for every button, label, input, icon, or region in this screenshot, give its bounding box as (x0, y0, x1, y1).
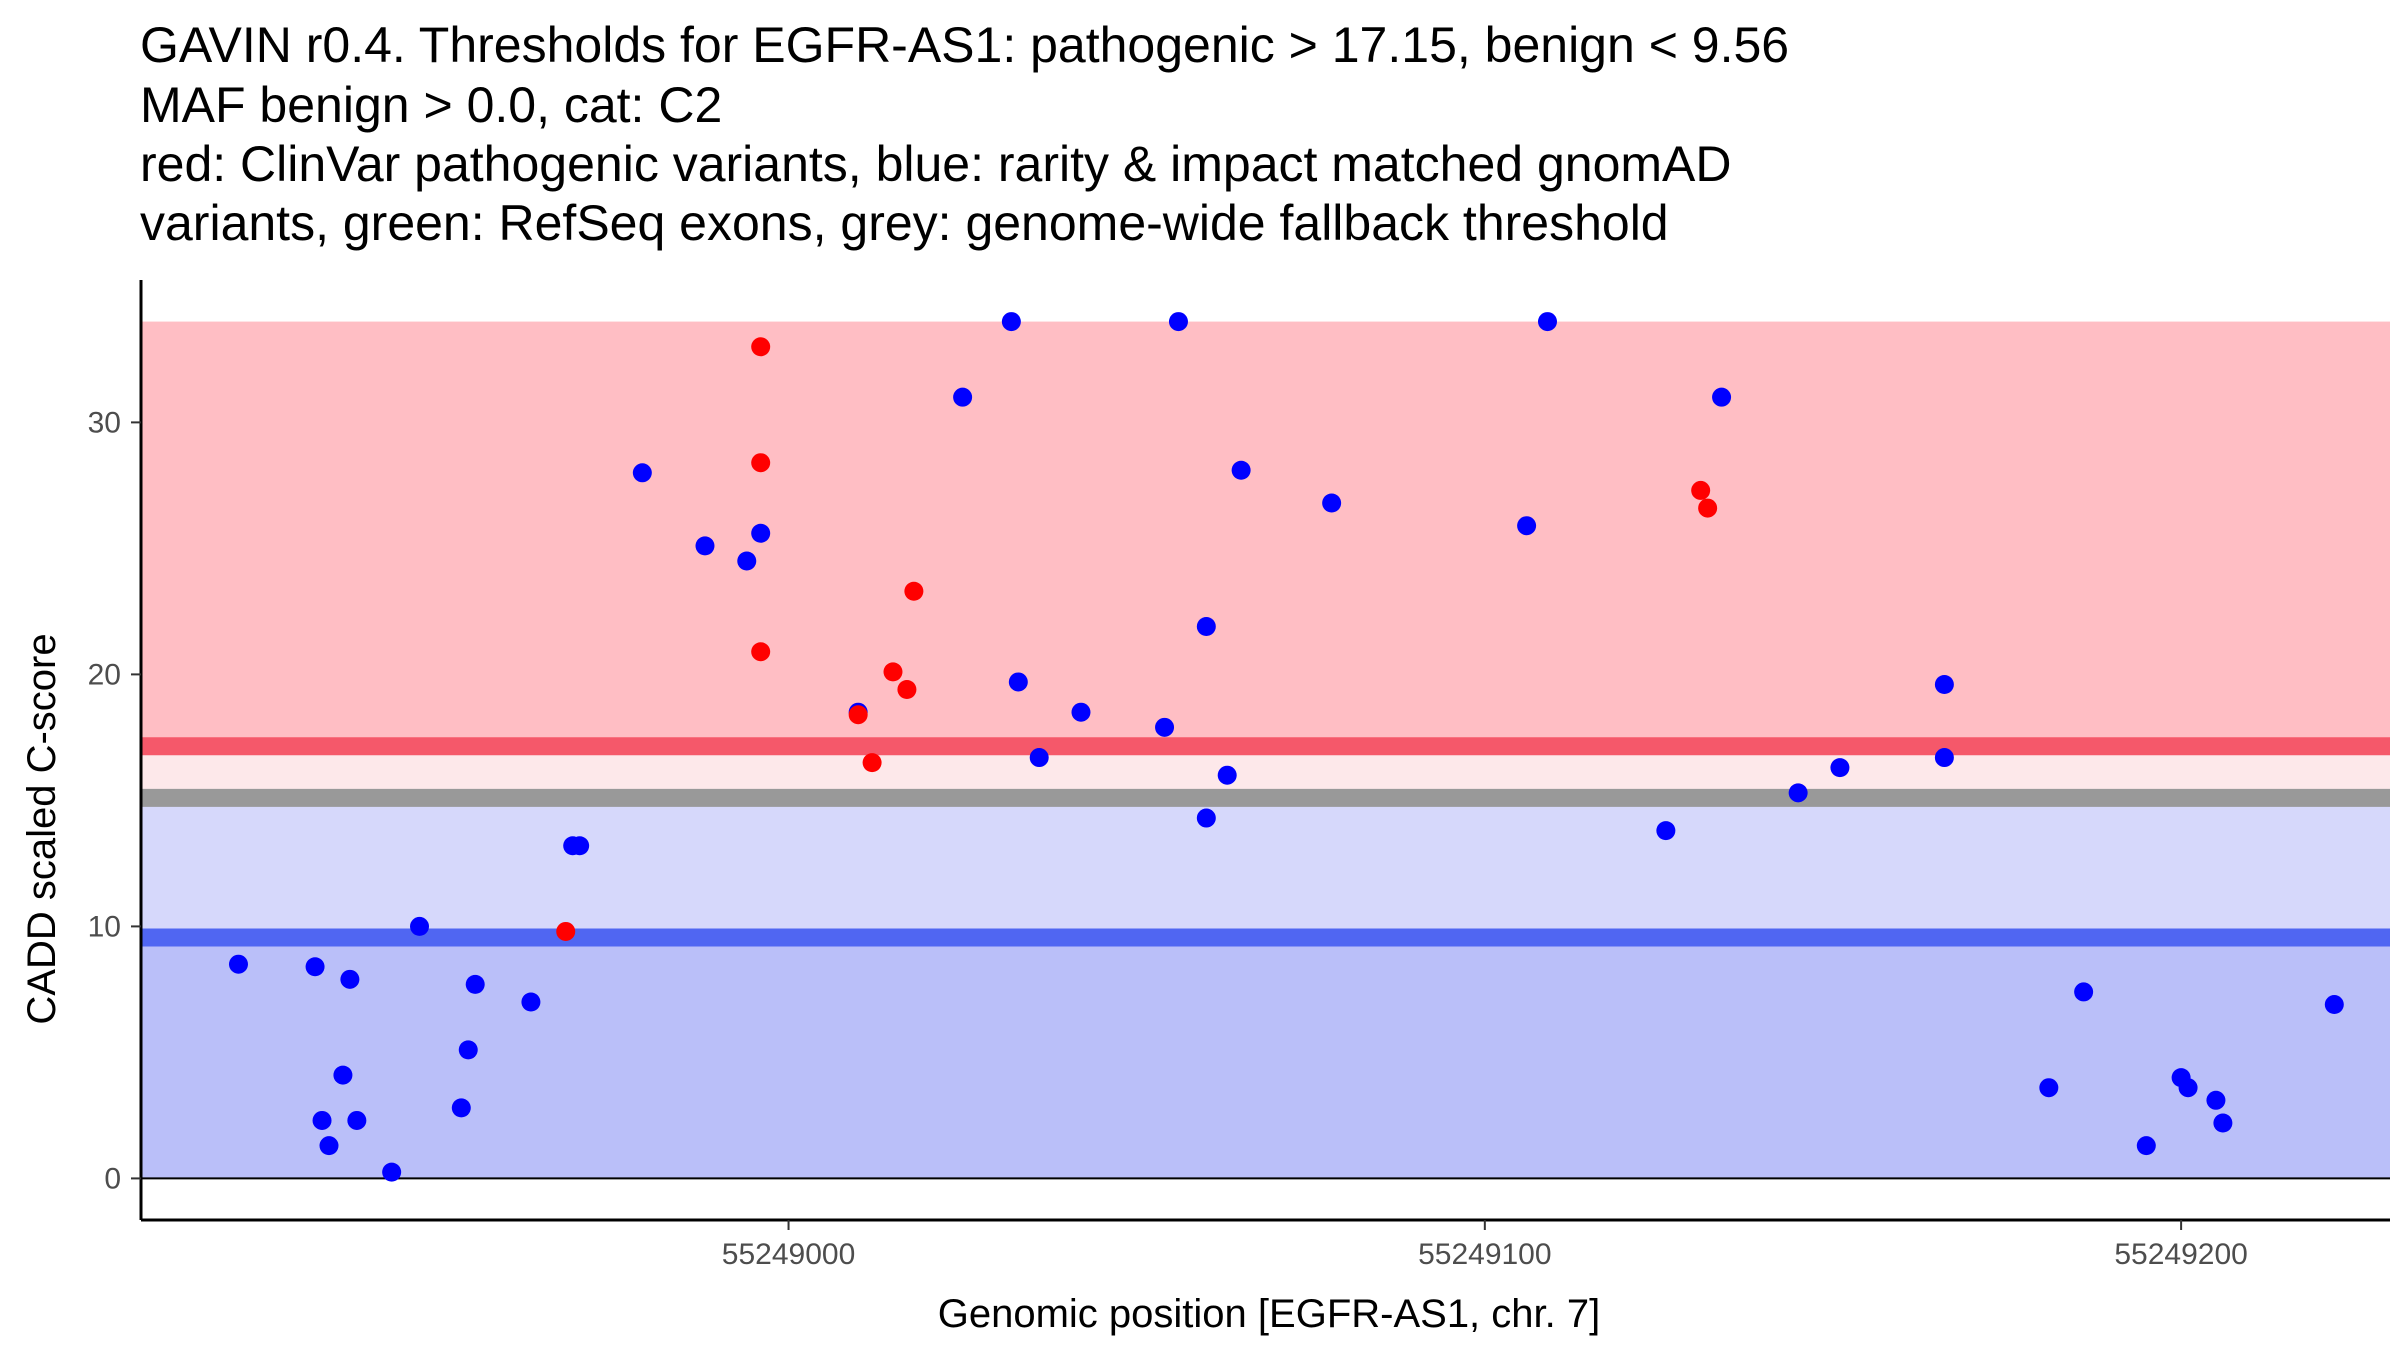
gnomad-point-21 (1001, 312, 1021, 332)
chart-title-line-1: GAVIN r0.4. Thresholds for EGFR-AS1: pat… (140, 17, 1790, 73)
clinvar-point-2 (751, 453, 771, 473)
x-axis-title: Genomic position [EGFR-AS1, chr. 7] (938, 1292, 1600, 1336)
chart-title-line-2: MAF benign > 0.0, cat: C2 (140, 77, 723, 133)
pathogenic-region (141, 321, 2390, 747)
chart-title-line-3: red: ClinVar pathogenic variants, blue: … (140, 136, 1732, 192)
clinvar-point-9 (1691, 480, 1711, 500)
gnomad-point-1 (305, 957, 325, 977)
gnomad-point-40 (2039, 1078, 2059, 1098)
gnomad-point-30 (1231, 460, 1251, 480)
x-tick-label: 55249100 (1418, 1238, 1551, 1271)
gnomad-point-42 (2136, 1136, 2156, 1156)
thresholds-layer (141, 737, 2390, 947)
bands-layer (141, 321, 2390, 1179)
fallback-benign-region (141, 797, 2390, 938)
gnomad-point-38 (1934, 674, 1954, 694)
gnomad-point-36 (1788, 783, 1808, 803)
gnomad-point-17 (737, 551, 757, 571)
gnomad-point-32 (1517, 516, 1537, 536)
gnomad-point-7 (382, 1162, 402, 1182)
clinvar-point-0 (556, 921, 576, 941)
clinvar-point-6 (883, 662, 903, 682)
gnomad-point-14 (570, 836, 590, 856)
clinvar-point-5 (862, 753, 882, 773)
gnomad-point-23 (1029, 748, 1049, 768)
y-tick-label: 0 (104, 1162, 121, 1195)
points-layer (228, 312, 2344, 1182)
gnomad-point-16 (695, 536, 715, 556)
gnomad-point-39 (1934, 748, 1954, 768)
gnomad-point-3 (333, 1065, 353, 1085)
clinvar-point-10 (1698, 498, 1718, 518)
benign-region (141, 937, 2390, 1179)
gnomad-point-15 (632, 463, 652, 483)
gnomad-point-10 (458, 1040, 478, 1060)
axes-layer: 55249000 55249100 55249200 0 10 20 30 (88, 280, 2390, 1271)
gnomad-point-33 (1537, 312, 1557, 332)
gnomad-point-27 (1196, 808, 1216, 828)
gnomad-point-34 (1656, 821, 1676, 841)
clinvar-point-3 (751, 642, 771, 662)
gnomad-point-18 (751, 523, 771, 543)
gnomad-point-6 (347, 1110, 367, 1130)
gnomad-point-9 (451, 1098, 471, 1118)
gnomad-point-8 (410, 916, 430, 936)
gnomad-point-31 (1322, 493, 1342, 513)
gnomad-point-20 (953, 387, 973, 407)
chart-title-line-4: variants, green: RefSeq exons, grey: gen… (140, 195, 1669, 251)
gnomad-point-28 (1196, 617, 1216, 637)
gnomad-point-44 (2178, 1078, 2198, 1098)
gnomad-point-0 (228, 954, 248, 974)
gnomad-point-29 (1217, 765, 1237, 785)
gnomad-point-22 (1008, 672, 1028, 692)
gnomad-point-4 (312, 1110, 332, 1130)
gnomad-point-11 (465, 974, 485, 994)
y-tick-label: 30 (88, 406, 121, 439)
gnomad-point-41 (2074, 982, 2094, 1002)
clinvar-point-8 (904, 581, 924, 601)
gnomad-point-26 (1168, 312, 1188, 332)
y-axis-title: CADD scaled C-score (20, 633, 64, 1024)
y-tick-label: 20 (88, 658, 121, 691)
gnomad-point-37 (1830, 758, 1850, 778)
gnomad-point-47 (2324, 995, 2344, 1015)
clinvar-point-1 (751, 337, 771, 357)
x-tick-label: 55249200 (2114, 1238, 2247, 1271)
x-tick-label: 55249000 (722, 1238, 855, 1271)
gnomad-point-12 (521, 992, 541, 1012)
clinvar-point-4 (848, 705, 868, 725)
gnomad-point-24 (1071, 702, 1091, 722)
gnomad-point-46 (2213, 1113, 2233, 1133)
gnomad-point-35 (1712, 387, 1732, 407)
gnomad-point-2 (340, 969, 360, 989)
y-tick-label: 10 (88, 910, 121, 943)
gnomad-point-5 (319, 1136, 339, 1156)
gnomad-point-25 (1155, 717, 1175, 737)
gnomad-point-45 (2206, 1090, 2226, 1110)
clinvar-point-7 (897, 680, 917, 700)
